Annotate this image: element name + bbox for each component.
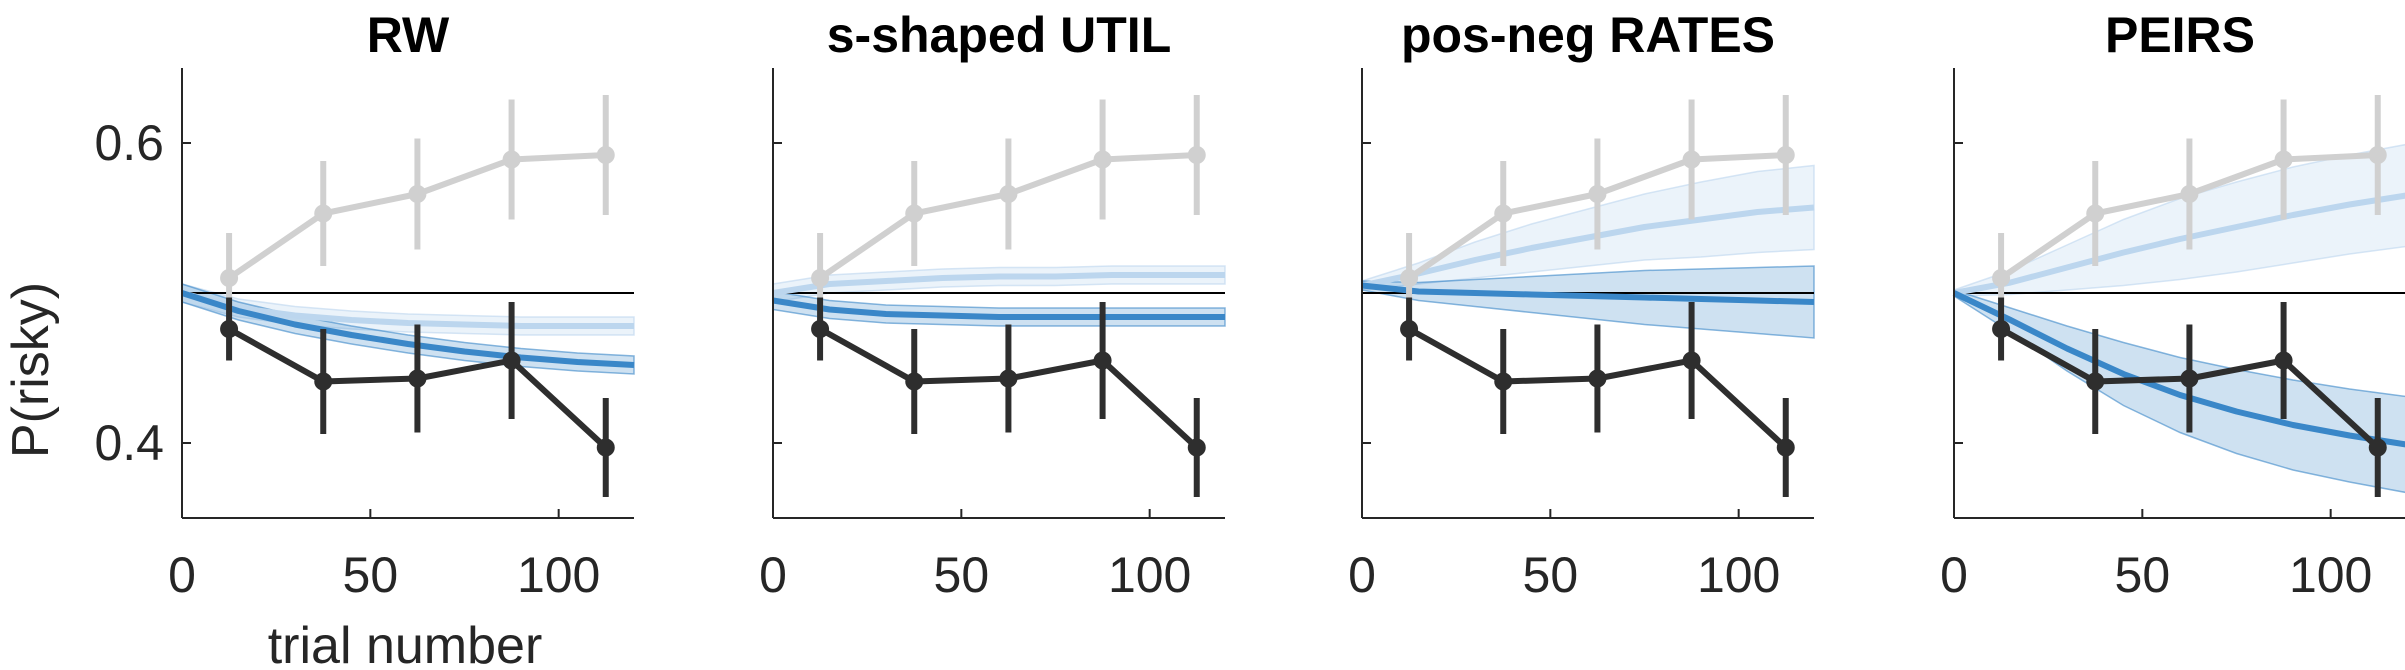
data-point-dark <box>1093 351 1112 370</box>
x-tick-label: 50 <box>343 547 399 603</box>
data-point-gray <box>220 269 239 287</box>
x-tick-label: 0 <box>168 547 196 603</box>
panel-title: PEIRS <box>2105 7 2255 63</box>
model-line-dark <box>181 290 635 368</box>
x-tick-label: 50 <box>934 547 990 603</box>
data-point-dark <box>220 320 239 338</box>
data-point-gray <box>502 150 521 169</box>
model-line-dark <box>1361 282 1815 305</box>
data-point-dark <box>1400 320 1419 338</box>
data-point-dark <box>502 351 521 370</box>
x-tick-label: 0 <box>1940 547 1968 603</box>
data-point-dark <box>999 369 1018 388</box>
data-point-dark <box>2086 372 2105 391</box>
model-line-light <box>1953 192 2405 296</box>
x-tick-label: 50 <box>1523 547 1579 603</box>
data-point-gray <box>2180 185 2199 203</box>
panel-title: s-shaped UTIL <box>827 7 1171 63</box>
x-tick-label: 0 <box>759 547 787 603</box>
y-axis-label: P(risky) <box>2 282 60 458</box>
data-point-dark <box>2180 369 2199 388</box>
data-point-gray <box>1588 185 1607 203</box>
data-point-gray <box>1776 146 1795 164</box>
data-point-gray <box>314 204 333 223</box>
panel-1: RW 0 50 100 0.4 0.6 <box>94 7 635 603</box>
x-tick-label: 100 <box>1108 547 1191 603</box>
data-point-dark <box>1494 372 1513 391</box>
x-axis-label: trial number <box>268 617 543 670</box>
data-point-gray <box>2368 146 2387 164</box>
data-point-gray <box>408 185 427 203</box>
data-point-dark <box>314 372 333 391</box>
data-point-gray <box>596 146 615 164</box>
panel-4: PEIRS 0 50 100 <box>1940 7 2405 603</box>
data-point-gray <box>1494 204 1513 223</box>
x-tick-label: 0 <box>1348 547 1376 603</box>
data-point-dark <box>1992 320 2011 338</box>
data-point-gray <box>2274 150 2293 169</box>
data-point-gray <box>1400 269 1419 287</box>
y-tick-label: 0.6 <box>94 115 164 171</box>
data-point-dark <box>1588 369 1607 388</box>
panel-title: pos-neg RATES <box>1401 7 1775 63</box>
data-point-dark <box>905 372 924 391</box>
data-point-dark <box>2368 438 2387 457</box>
data-point-gray <box>1682 150 1701 169</box>
data-point-dark <box>811 320 830 338</box>
data-point-gray <box>1187 146 1206 164</box>
data-point-dark <box>1682 351 1701 370</box>
data-point-dark <box>1776 438 1795 457</box>
data-point-gray <box>811 269 830 287</box>
model-band-dark <box>1361 265 1815 339</box>
x-tick-label: 100 <box>517 547 600 603</box>
model-line-dark <box>1952 290 2405 448</box>
model-line-light <box>181 290 634 329</box>
data-point-dark <box>596 438 615 457</box>
data-point-gray <box>999 185 1018 203</box>
x-tick-label: 100 <box>1697 547 1780 603</box>
data-point-gray <box>1093 150 1112 169</box>
model-line-light <box>772 272 1225 296</box>
data-point-dark <box>2274 351 2293 370</box>
model-line-light <box>1361 204 1815 289</box>
data-point-gray <box>905 204 924 223</box>
x-tick-label: 100 <box>2289 547 2372 603</box>
model-band-dark <box>181 282 635 375</box>
panel-2: s-shaped UTIL 0 50 100 <box>759 7 1226 603</box>
panel-title: RW <box>367 7 450 63</box>
model-band-light <box>1953 143 2405 297</box>
model-band-dark <box>1953 288 2405 494</box>
x-tick-label: 50 <box>2115 547 2171 603</box>
y-tick-label: 0.4 <box>94 415 164 471</box>
panel-3: pos-neg RATES 0 50 100 <box>1348 7 1815 603</box>
data-point-gray <box>2086 204 2105 223</box>
data-point-dark <box>408 369 427 388</box>
data-point-gray <box>1992 269 2011 287</box>
model-line-dark <box>772 297 1225 320</box>
data-point-dark <box>1187 438 1206 457</box>
